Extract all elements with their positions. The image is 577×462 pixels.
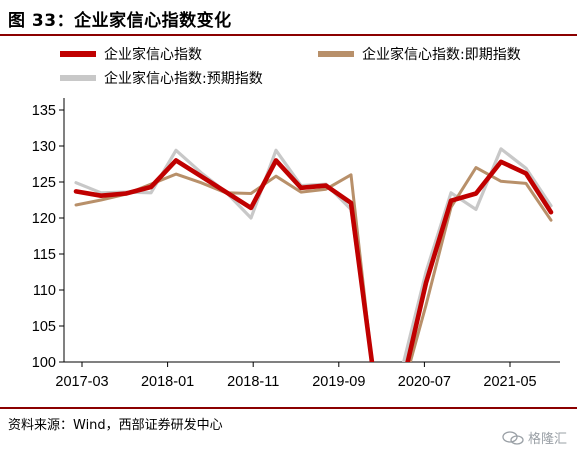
legend-item-current: 企业家信心指数:即期指数 [318, 44, 521, 64]
wechat-icon [502, 430, 524, 445]
y-axis: 100 105 110 115 120 125 130 135 [32, 98, 65, 371]
x-axis: 2017-03 2018-01 2018-11 2019-09 2020-07 2021-… [55, 361, 560, 390]
watermark-text: 格隆汇 [527, 432, 567, 447]
legend-item-expect: 企业家信心指数:预期指数 [60, 68, 263, 88]
y-tick-label: 135 [32, 103, 56, 119]
x-tick-label: 2018-11 [227, 374, 279, 390]
legend-swatch-current [318, 51, 354, 57]
x-tick-label: 2018-01 [141, 374, 194, 390]
source-note: 资料来源：Wind，西部证券研发中心 [8, 418, 223, 433]
chart-title: 图 33：企业家信心指数变化 [8, 11, 232, 31]
y-tick-label: 105 [32, 319, 56, 335]
y-tick-label: 125 [32, 175, 56, 191]
x-tick-label: 2019-09 [312, 374, 365, 390]
legend-item-main: 企业家信心指数 [60, 44, 202, 64]
y-tick-label: 130 [32, 139, 56, 155]
x-tick-label: 2021-05 [483, 374, 536, 390]
legend-label-expect: 企业家信心指数:预期指数 [104, 71, 263, 87]
watermark: 格隆汇 [502, 428, 567, 447]
x-tick-label: 2017-03 [55, 374, 108, 390]
legend-label-main: 企业家信心指数 [104, 47, 202, 63]
legend-label-current: 企业家信心指数:即期指数 [362, 47, 521, 63]
legend-swatch-expect [60, 75, 96, 81]
y-tick-label: 120 [32, 211, 56, 227]
x-tick-label: 2020-07 [398, 374, 451, 390]
y-tick-label: 110 [33, 283, 56, 299]
source-rule [0, 407, 577, 409]
y-tick-label: 100 [32, 355, 56, 371]
series-layer [73, 147, 554, 362]
y-tick-label: 115 [33, 247, 56, 263]
series-line-main [73, 158, 554, 362]
legend-swatch-main [60, 51, 96, 57]
title-rule [0, 34, 577, 36]
